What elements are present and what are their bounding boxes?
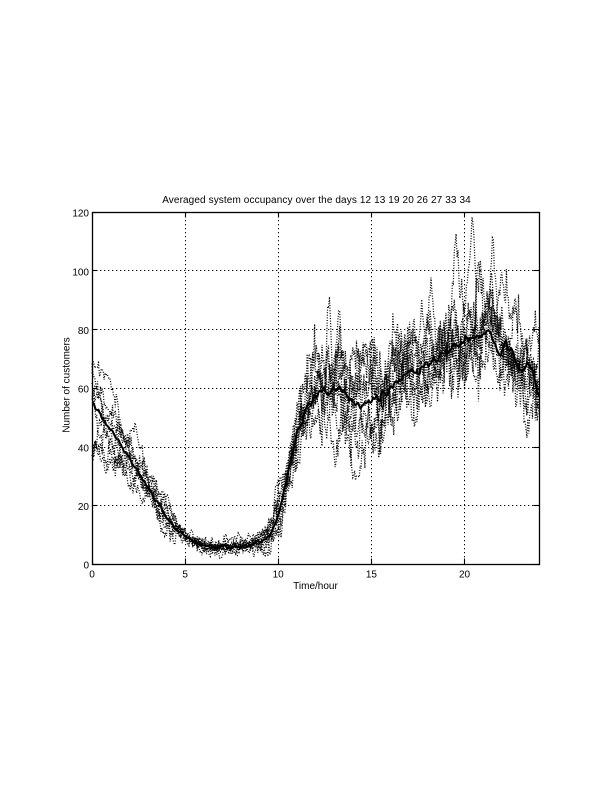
svg-text:15: 15 (366, 570, 378, 581)
svg-text:10: 10 (273, 570, 285, 581)
svg-text:80: 80 (78, 326, 90, 337)
svg-text:Number of customers: Number of customers (62, 337, 73, 433)
svg-text:5: 5 (182, 570, 188, 581)
svg-text:20: 20 (459, 570, 471, 581)
svg-text:120: 120 (72, 209, 89, 220)
svg-text:100: 100 (72, 267, 89, 278)
svg-text:Time/hour: Time/hour (293, 581, 338, 592)
svg-text:20: 20 (78, 502, 90, 513)
svg-text:60: 60 (78, 385, 90, 396)
svg-text:Averaged system occupancy over: Averaged system occupancy over the days … (162, 195, 471, 206)
svg-text:0: 0 (83, 561, 89, 572)
svg-text:40: 40 (78, 443, 90, 454)
svg-text:0: 0 (89, 570, 95, 581)
